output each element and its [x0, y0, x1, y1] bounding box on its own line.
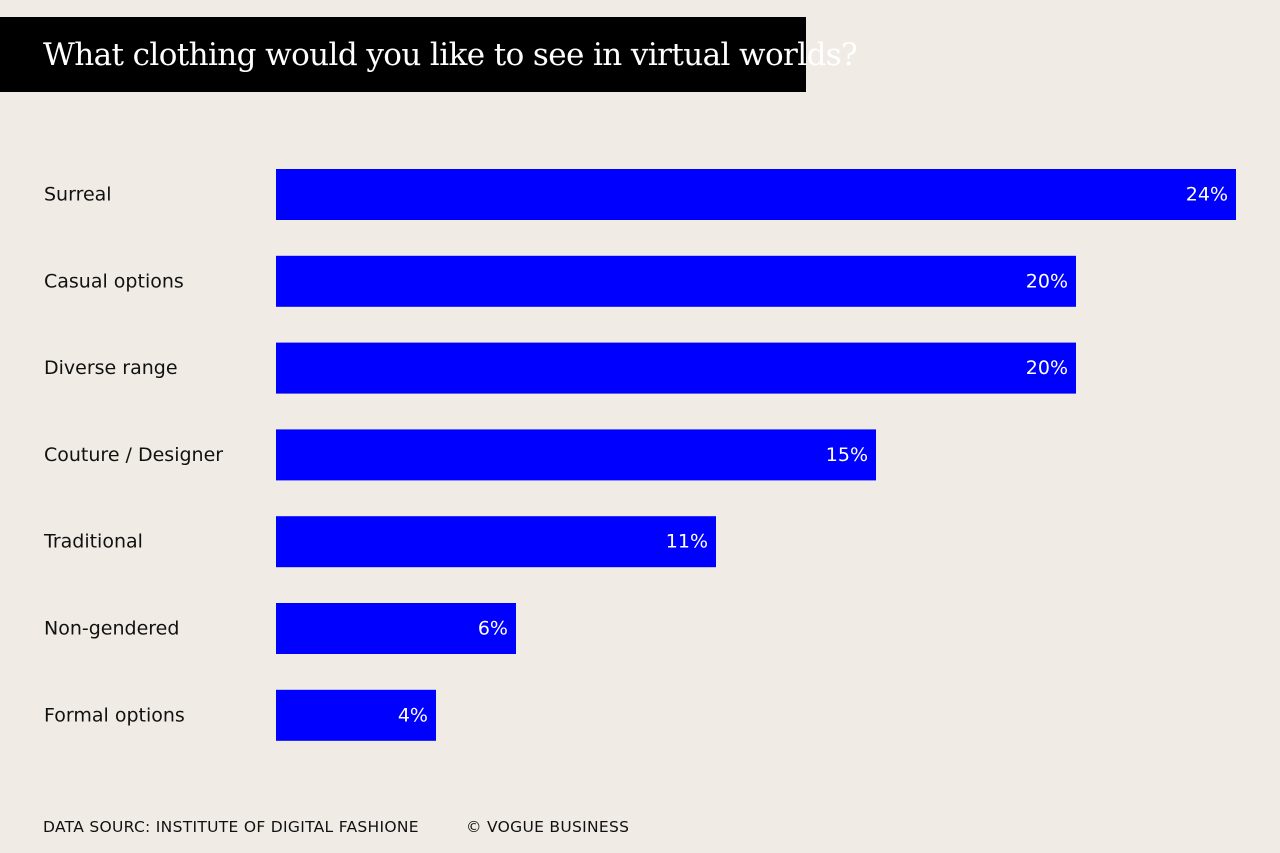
value-label: 15% [826, 444, 868, 466]
chart-title: What clothing would you like to see in v… [43, 36, 858, 73]
value-label: 4% [398, 704, 428, 726]
category-label: Surreal [44, 184, 112, 206]
value-label: 20% [1026, 270, 1068, 292]
bar-1 [276, 255, 1076, 307]
bar-2 [276, 342, 1076, 394]
value-label: 11% [666, 531, 708, 553]
bar-6 [276, 689, 436, 741]
bar-0 [276, 169, 1236, 220]
data-source-note: DATA SOURC: INSTITUTE OF DIGITAL FASHION… [43, 818, 419, 836]
bar-5 [276, 603, 516, 654]
category-label: Non-gendered [44, 618, 179, 640]
category-label: Formal options [44, 704, 185, 726]
category-label: Traditional [43, 531, 143, 553]
bar-4 [276, 516, 716, 568]
copyright-credit: © VOGUE BUSINESS [466, 818, 630, 836]
category-label: Casual options [44, 270, 184, 292]
title-banner: What clothing would you like to see in v… [0, 17, 858, 92]
bar-3 [276, 429, 876, 481]
category-label: Couture / Designer [44, 444, 223, 466]
value-label: 6% [478, 618, 508, 640]
value-label: 24% [1186, 184, 1228, 206]
category-label: Diverse range [44, 357, 178, 379]
value-label: 20% [1026, 357, 1068, 379]
